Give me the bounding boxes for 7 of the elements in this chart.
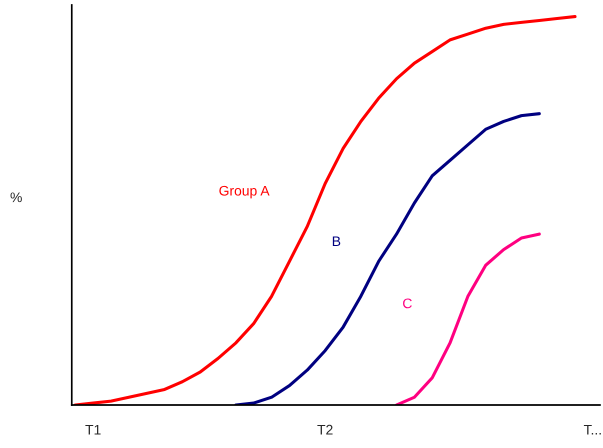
text: C xyxy=(403,298,412,308)
text: Group A xyxy=(219,186,270,198)
y-axis-title: % xyxy=(10,192,22,202)
text: B xyxy=(332,236,340,246)
x-tick-label: T... xyxy=(584,424,601,434)
x-tick-label: T2 xyxy=(317,424,333,434)
x-tick-label: T1 xyxy=(85,424,101,434)
